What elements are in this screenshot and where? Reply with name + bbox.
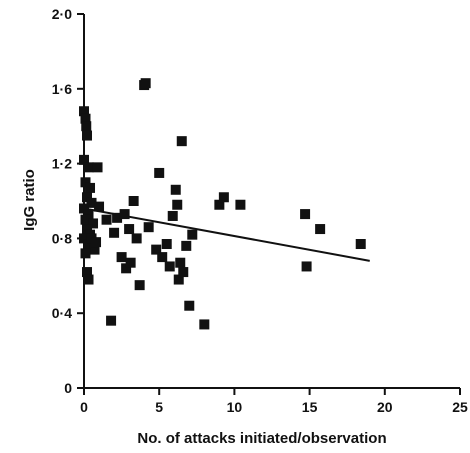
data-point — [85, 182, 96, 193]
axis-ticks: 0 5 10 15 20 25 0 0·4 0·8 1·2 1·6 2·0 — [52, 6, 468, 415]
data-point — [94, 201, 105, 212]
data-point — [82, 267, 93, 278]
data-point — [172, 199, 183, 210]
y-tick-label: 1·2 — [52, 156, 72, 172]
data-point — [79, 106, 89, 117]
trend-line — [83, 207, 370, 262]
data-point — [187, 229, 198, 240]
data-points — [79, 78, 366, 330]
data-point — [88, 218, 99, 229]
data-point — [173, 274, 184, 285]
data-point — [86, 197, 97, 208]
data-point — [101, 214, 112, 225]
x-tick-label: 25 — [452, 399, 468, 415]
y-tick-label: 2·0 — [52, 6, 72, 22]
data-point — [181, 240, 192, 251]
data-point — [83, 162, 94, 173]
data-point — [79, 203, 89, 214]
y-tick-label: 0·4 — [52, 305, 72, 321]
y-tick-label: 1·6 — [52, 81, 72, 97]
data-point — [106, 315, 117, 326]
data-point — [300, 209, 311, 220]
data-point — [92, 162, 103, 173]
y-axis-title: IgG ratio — [21, 169, 38, 231]
data-point — [83, 274, 94, 285]
x-axis-title: No. of attacks initiated/observation — [137, 430, 386, 447]
data-point — [218, 192, 229, 203]
data-point — [81, 121, 92, 132]
trend-line-group — [83, 207, 370, 262]
x-tick-label: 15 — [302, 399, 318, 415]
data-point — [116, 252, 127, 263]
data-point — [178, 267, 189, 278]
data-point — [154, 167, 165, 178]
axes — [83, 14, 460, 389]
data-point — [79, 154, 89, 165]
data-point — [119, 209, 130, 220]
data-point — [235, 199, 246, 210]
data-point — [112, 212, 123, 223]
data-point — [184, 300, 195, 311]
data-point — [151, 244, 162, 255]
data-point — [91, 237, 102, 248]
data-point — [164, 261, 175, 272]
data-point — [301, 261, 312, 272]
data-point — [121, 263, 132, 274]
data-point — [315, 224, 326, 235]
data-point — [124, 224, 135, 235]
data-point — [170, 184, 181, 195]
x-tick-label: 10 — [227, 399, 243, 415]
data-point — [83, 239, 94, 250]
data-point — [167, 210, 178, 221]
data-point — [125, 257, 136, 268]
data-point — [176, 136, 187, 147]
data-point — [83, 209, 94, 220]
data-point — [134, 280, 145, 291]
x-tick-label: 5 — [155, 399, 163, 415]
data-point — [82, 192, 93, 203]
data-point — [80, 113, 91, 124]
data-point — [140, 78, 151, 89]
data-point — [82, 130, 93, 141]
data-point — [89, 244, 100, 255]
data-point — [157, 252, 168, 263]
data-point — [355, 239, 366, 250]
data-point — [128, 196, 139, 206]
data-point — [214, 199, 225, 210]
x-tick-label: 20 — [377, 399, 393, 415]
y-tick-label: 0·8 — [52, 230, 72, 246]
x-tick-label: 0 — [80, 399, 88, 415]
data-point — [80, 177, 91, 188]
data-point — [131, 233, 142, 244]
data-point — [79, 233, 89, 244]
data-point — [80, 248, 91, 259]
data-point — [82, 224, 93, 235]
data-point — [109, 227, 120, 238]
data-point — [175, 257, 186, 268]
data-point — [143, 222, 154, 233]
data-point — [199, 319, 210, 330]
y-tick-label: 0 — [64, 380, 72, 396]
data-point — [161, 239, 172, 250]
data-point — [80, 214, 91, 225]
